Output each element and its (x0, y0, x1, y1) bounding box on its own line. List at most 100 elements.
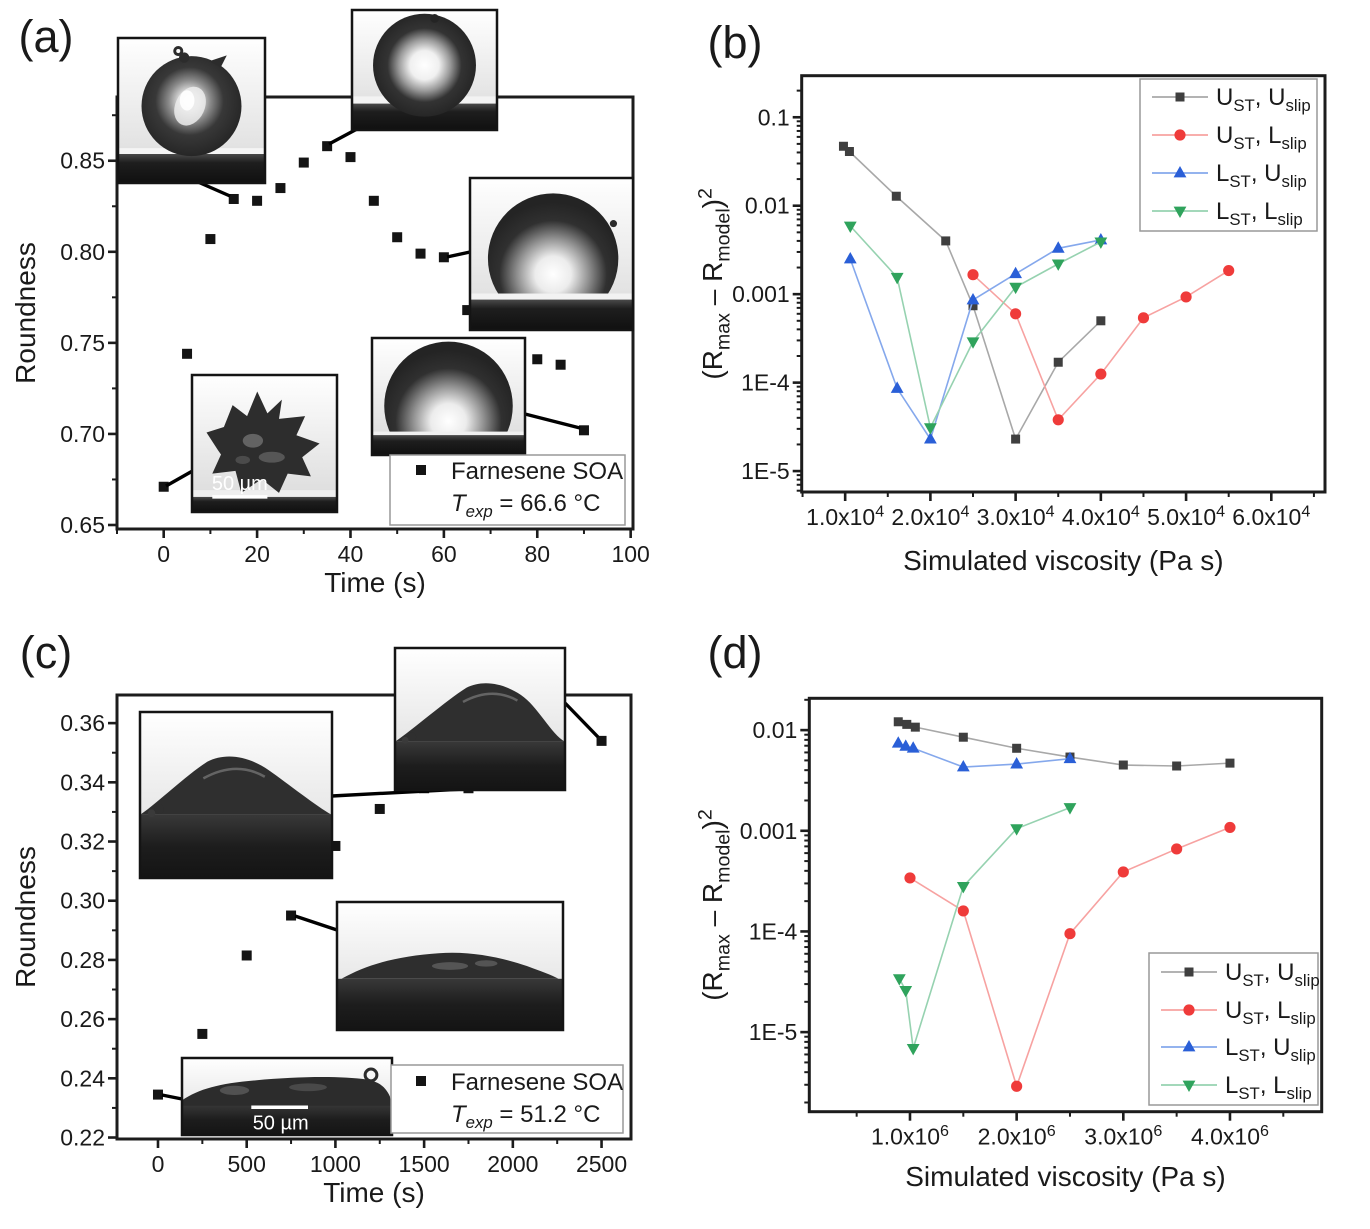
data-point-marker (368, 195, 379, 206)
data-point-marker (1180, 291, 1192, 303)
droplet-highlight (242, 433, 264, 448)
panel-letter: (a) (19, 11, 74, 62)
data-point-marker (956, 882, 970, 894)
y-tick-label: 0.22 (60, 1125, 105, 1151)
x-tick-label: 500 (228, 1151, 266, 1177)
legend-label: UST, Lslip (1216, 122, 1307, 153)
data-point-marker (941, 236, 951, 246)
y-tick-label: 0.1 (758, 104, 790, 130)
data-point-marker (1117, 866, 1129, 878)
data-point-marker (1175, 92, 1185, 102)
surface-bump (173, 46, 184, 57)
data-point-marker (1011, 1080, 1023, 1092)
y-tick-label: 1E-4 (749, 918, 798, 944)
data-point-marker (966, 337, 980, 349)
droplet-image-35s (352, 10, 497, 130)
droplet-highlight (258, 451, 285, 463)
data-point-marker (438, 252, 449, 263)
y-tick-label: 1E-5 (741, 458, 790, 484)
data-point-marker (923, 432, 937, 444)
data-point-marker (416, 1076, 426, 1086)
x-tick-label: 20 (244, 541, 270, 567)
data-point-marker (322, 141, 333, 152)
y-tick-label: 1E-5 (749, 1019, 798, 1045)
data-point-marker (1012, 743, 1022, 753)
data-point-marker (1053, 357, 1063, 367)
data-point-marker (205, 234, 216, 245)
surface-bump (430, 14, 439, 23)
data-point-marker (578, 425, 589, 436)
x-tick-label: 3.0x106 (1084, 1122, 1162, 1150)
x-tick-label: 2500 (576, 1151, 627, 1177)
data-point-marker (1137, 312, 1150, 324)
data-point-marker (197, 1028, 208, 1039)
x-tick-label: 4.0x106 (1191, 1122, 1269, 1150)
data-point-marker (1051, 259, 1065, 271)
series-line (842, 145, 1102, 442)
legend: Farnesene SOA Texp = 51.2 °C (390, 1064, 624, 1134)
x-tick-label: 60 (431, 541, 457, 567)
y-axis-title: (Rmax – Rmodel)2 (694, 188, 734, 380)
surface-bump (407, 732, 417, 741)
data-point-marker (1095, 368, 1107, 380)
data-point-marker (1010, 308, 1022, 320)
inset-border (138, 710, 334, 880)
substrate (372, 435, 525, 455)
inset-connector-line (524, 412, 581, 430)
series-line (897, 742, 1071, 768)
series-farnesene-soa (158, 141, 589, 492)
x-axis-title: Simulated viscosity (Pa s) (903, 545, 1224, 576)
inset-connector-line (161, 1093, 183, 1101)
data-point-marker (891, 191, 901, 201)
data-point-marker (1182, 1080, 1196, 1092)
data-point-marker (893, 717, 903, 727)
x-tick-label: 40 (338, 541, 364, 567)
legend-label: LST, Lslip (1216, 198, 1303, 229)
x-axis-title: Time (s) (323, 1177, 425, 1208)
droplet-body (384, 341, 513, 455)
x-tick-label: 1000 (310, 1151, 361, 1177)
data-point-marker (1174, 129, 1186, 141)
data-point-marker (890, 381, 904, 393)
data-point-marker (843, 251, 857, 264)
droplet-highlight (235, 455, 250, 465)
legend-box (390, 1064, 624, 1134)
x-tick-label: 2000 (487, 1151, 538, 1177)
series-u--st---u--slip- (838, 141, 1106, 444)
y-tick-label: 1E-4 (741, 370, 790, 396)
droplet-image-1750s (140, 712, 332, 878)
droplet-body (487, 193, 619, 324)
droplet-image-750s (337, 902, 563, 1030)
x-tick-label: 4.0x104 (1062, 502, 1140, 530)
data-point-marker (392, 232, 403, 243)
x-tick-label: 5.0x104 (1147, 502, 1225, 530)
data-point-marker (967, 269, 979, 281)
substrate (337, 978, 563, 1030)
plot-frame (115, 693, 633, 1141)
y-tick-label: 0.34 (60, 769, 105, 795)
legend-box (1139, 78, 1318, 232)
data-point-marker (891, 736, 905, 748)
data-point-marker (241, 950, 252, 961)
plot-frame (807, 696, 1324, 1114)
data-point-marker (1118, 760, 1128, 770)
data-point-marker (345, 152, 356, 163)
data-point-marker (957, 905, 969, 917)
data-point-marker (298, 157, 309, 168)
surface-bump (147, 809, 156, 818)
legend-label: UST, Lslip (1225, 997, 1316, 1028)
inset-connector-line (197, 180, 231, 198)
data-point-marker (1172, 761, 1182, 771)
x-tick-label: 1.0x104 (806, 502, 884, 530)
y-tick-label: 0.85 (60, 148, 105, 174)
y-tick-label: 0.01 (745, 193, 790, 219)
data-point-marker (892, 974, 906, 986)
y-axis-title: Roundness (10, 846, 41, 988)
data-point-marker (462, 305, 473, 316)
y-tick-label: 0.32 (60, 829, 105, 855)
panel-letter: (d) (708, 627, 763, 678)
substrate (470, 299, 633, 330)
y-tick-label: 0.30 (60, 888, 105, 914)
data-point-marker (904, 872, 916, 884)
